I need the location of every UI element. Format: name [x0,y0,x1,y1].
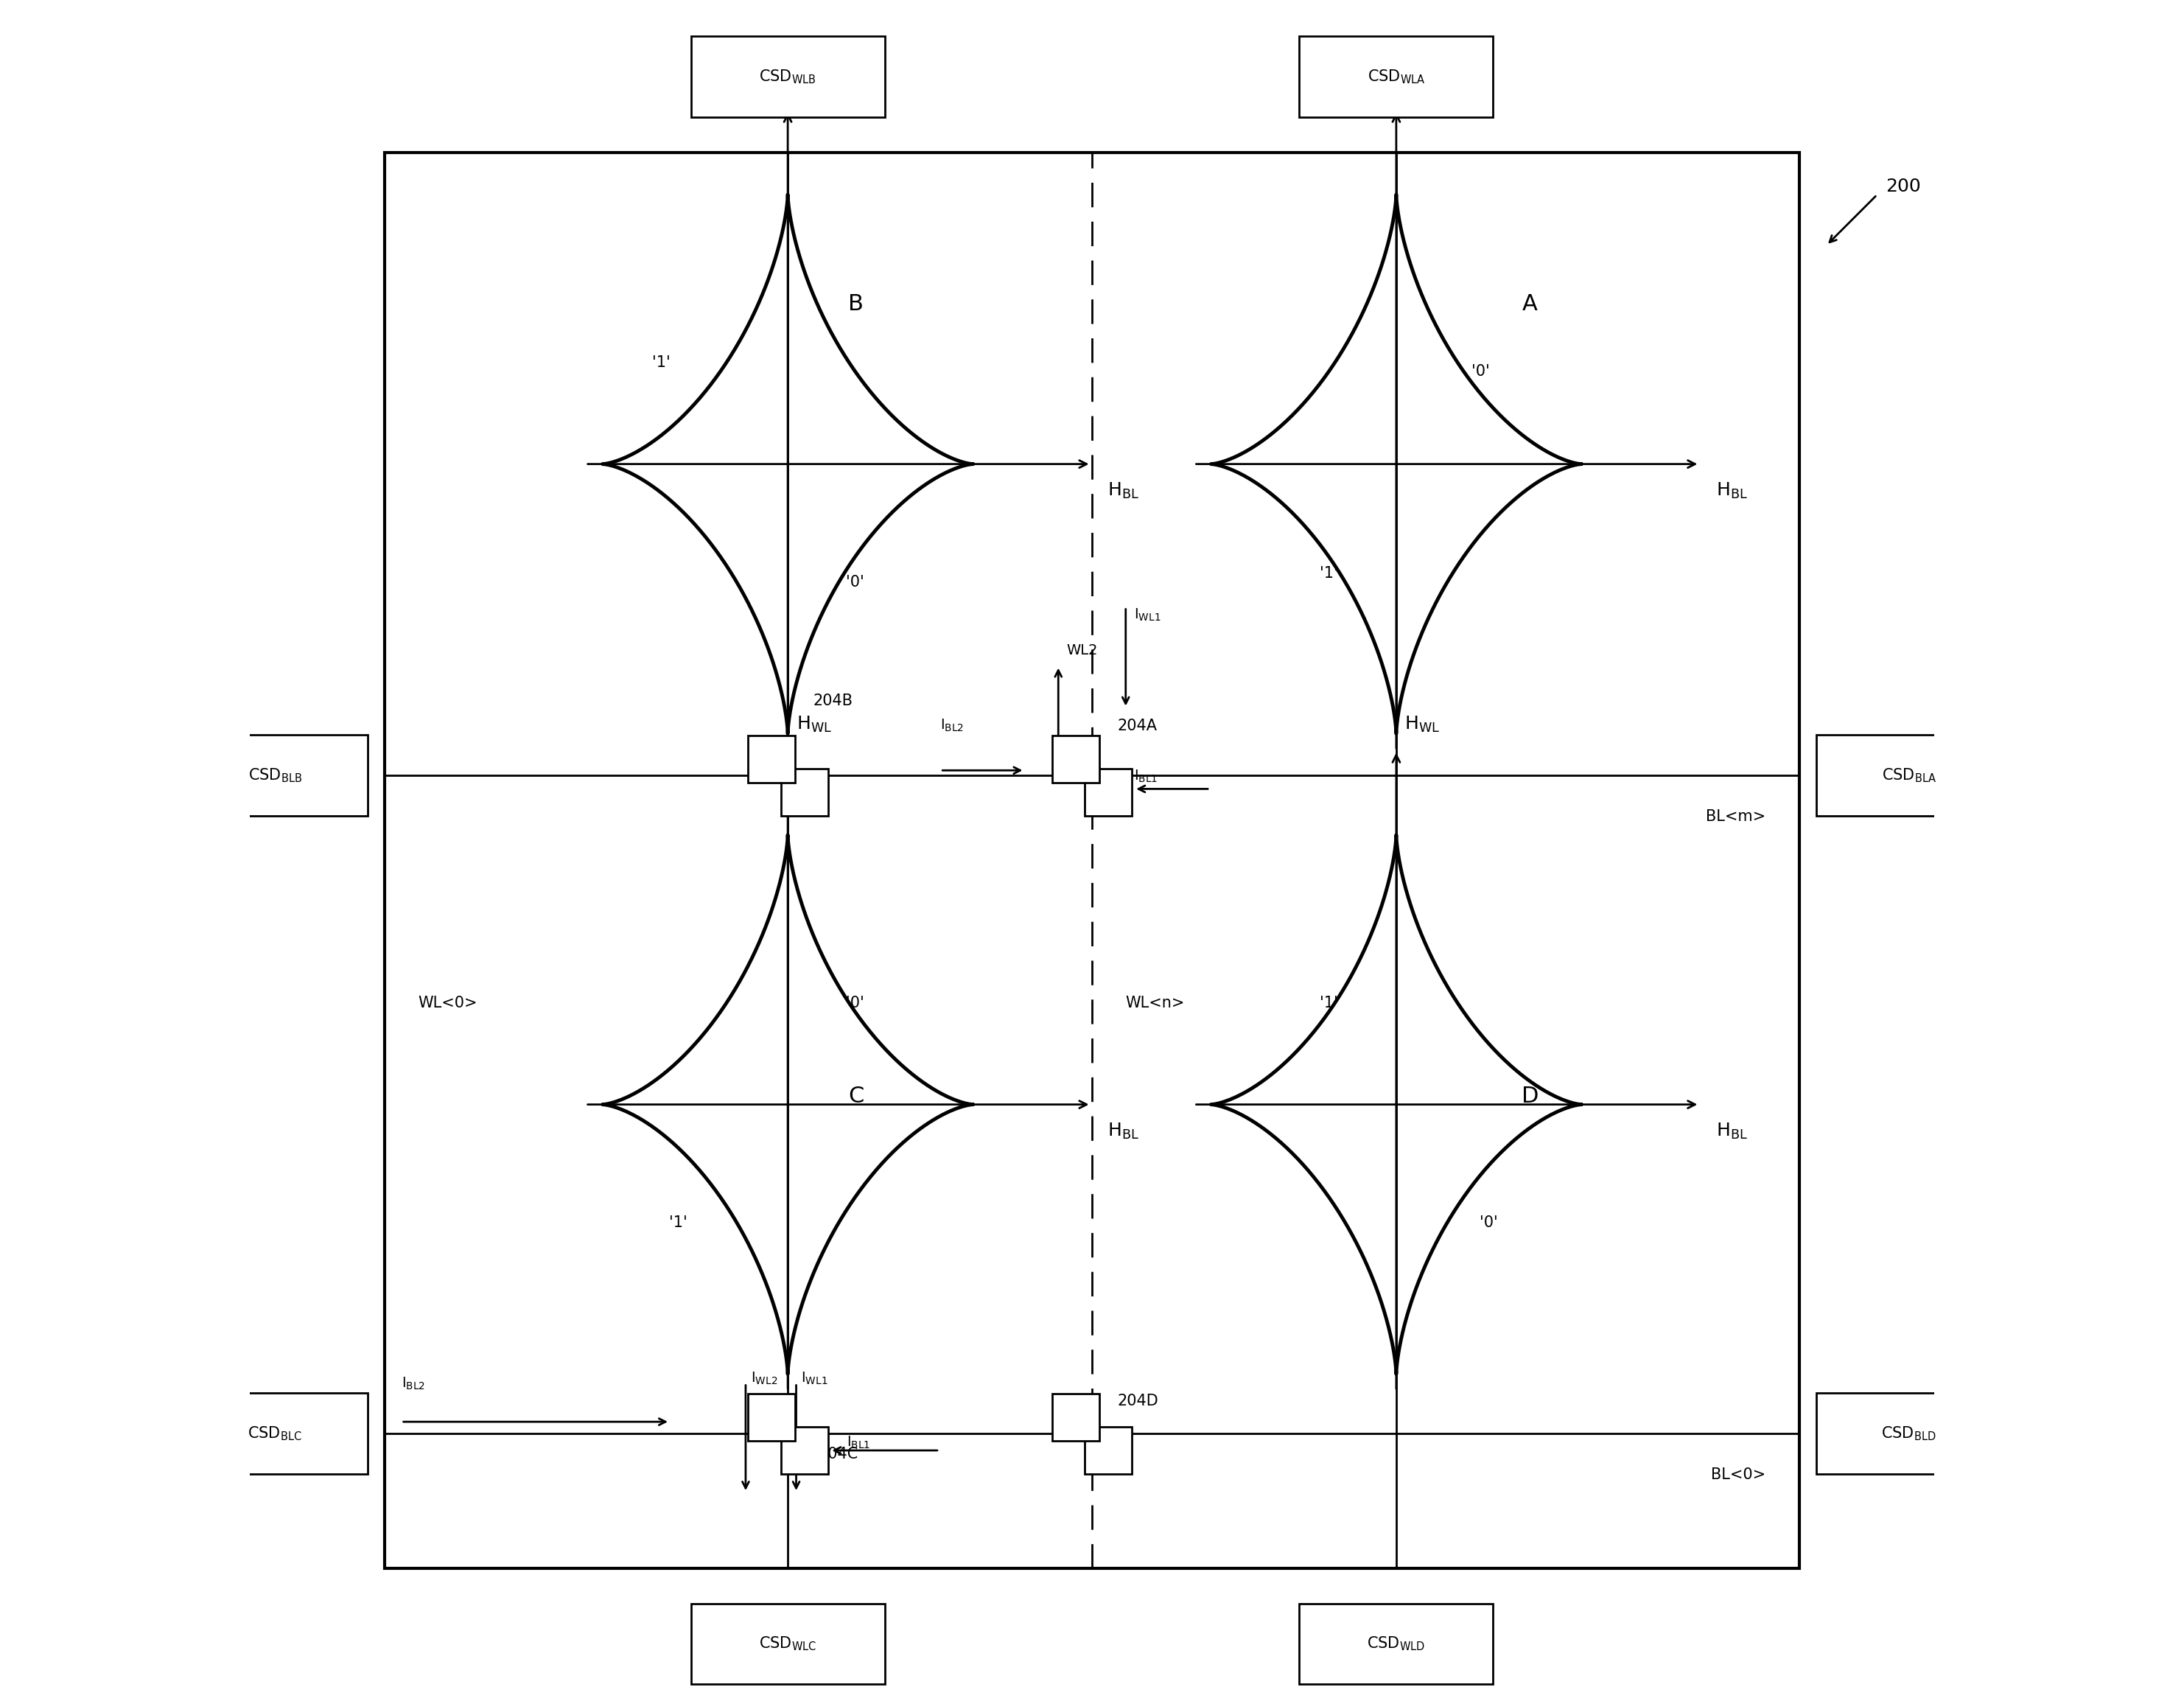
Text: 204A: 204A [1118,719,1158,734]
Text: 204B: 204B [812,693,852,709]
Text: '1': '1' [668,1215,688,1230]
Text: '0': '0' [1472,364,1489,380]
Text: H$_{\mathregular{WL}}$: H$_{\mathregular{WL}}$ [797,74,832,93]
Text: CSD$_{\mathregular{BLA}}$: CSD$_{\mathregular{BLA}}$ [1883,766,1937,784]
Text: H$_{\mathregular{WL}}$: H$_{\mathregular{WL}}$ [797,715,832,734]
Text: WL2: WL2 [1066,643,1099,658]
Text: I$_{\mathregular{WL1}}$: I$_{\mathregular{WL1}}$ [802,1372,828,1387]
Text: 200: 200 [1885,177,1920,196]
Text: BL<0>: BL<0> [1712,1468,1767,1481]
Bar [181,1393,367,1474]
Text: '1': '1' [1319,567,1339,580]
Text: I$_{\mathregular{WL2}}$: I$_{\mathregular{WL2}}$ [751,1372,778,1387]
Text: '0': '0' [1481,1215,1498,1230]
Text: C: C [847,1085,865,1107]
Text: '0': '0' [845,995,865,1011]
Text: H$_{\mathregular{BL}}$: H$_{\mathregular{BL}}$ [1717,481,1747,501]
Bar [1085,1427,1131,1474]
Text: BL<m>: BL<m> [1706,810,1767,823]
Text: CSD$_{\mathregular{BLD}}$: CSD$_{\mathregular{BLD}}$ [1883,1426,1937,1442]
Bar [1085,768,1131,815]
Text: I$_{\mathregular{WL1}}$: I$_{\mathregular{WL1}}$ [1133,607,1162,623]
Text: '1': '1' [1319,995,1339,1011]
Bar [384,152,1800,1567]
Bar [1817,736,2003,817]
Text: WL<n>: WL<n> [1125,995,1186,1011]
Bar [181,736,367,817]
Text: D: D [1522,1085,1538,1107]
Text: A: A [1522,294,1538,315]
Bar [690,1603,885,1684]
Text: H$_{\mathregular{WL}}$: H$_{\mathregular{WL}}$ [1404,74,1439,93]
Text: '1': '1' [653,356,670,371]
Bar [780,1427,828,1474]
Text: CSD$_{\mathregular{WLC}}$: CSD$_{\mathregular{WLC}}$ [760,1635,817,1653]
Text: CSD$_{\mathregular{WLB}}$: CSD$_{\mathregular{WLB}}$ [760,67,817,86]
Bar [1299,1603,1494,1684]
Text: H$_{\mathregular{BL}}$: H$_{\mathregular{BL}}$ [1107,481,1140,501]
Text: 204D: 204D [1118,1393,1158,1409]
Text: WL<0>: WL<0> [417,995,478,1011]
Text: CSD$_{\mathregular{WLA}}$: CSD$_{\mathregular{WLA}}$ [1367,67,1426,86]
Text: I$_{\mathregular{BL1}}$: I$_{\mathregular{BL1}}$ [847,1434,871,1451]
Text: CSD$_{\mathregular{BLB}}$: CSD$_{\mathregular{BLB}}$ [249,766,301,784]
Text: H$_{\mathregular{WL}}$: H$_{\mathregular{WL}}$ [1404,715,1439,734]
Text: I$_{\mathregular{BL2}}$: I$_{\mathregular{BL2}}$ [941,717,963,734]
Bar [690,37,885,118]
Text: I$_{\mathregular{BL2}}$: I$_{\mathregular{BL2}}$ [402,1375,426,1392]
Text: H$_{\mathregular{BL}}$: H$_{\mathregular{BL}}$ [1107,1122,1140,1140]
Bar [747,736,795,783]
Text: '0': '0' [845,575,865,589]
Text: I$_{\mathregular{BL1}}$: I$_{\mathregular{BL1}}$ [1133,768,1158,784]
Text: 204C: 204C [819,1447,858,1463]
Text: H$_{\mathregular{BL}}$: H$_{\mathregular{BL}}$ [1717,1122,1747,1140]
Text: CSD$_{\mathregular{WLD}}$: CSD$_{\mathregular{WLD}}$ [1367,1635,1426,1653]
Bar [1817,1393,2003,1474]
Bar [747,1393,795,1441]
Bar [1053,736,1099,783]
Text: B: B [847,294,865,315]
Bar [1053,1393,1099,1441]
Bar [1299,37,1494,118]
Bar [780,768,828,815]
Text: CSD$_{\mathregular{BLC}}$: CSD$_{\mathregular{BLC}}$ [247,1426,301,1442]
